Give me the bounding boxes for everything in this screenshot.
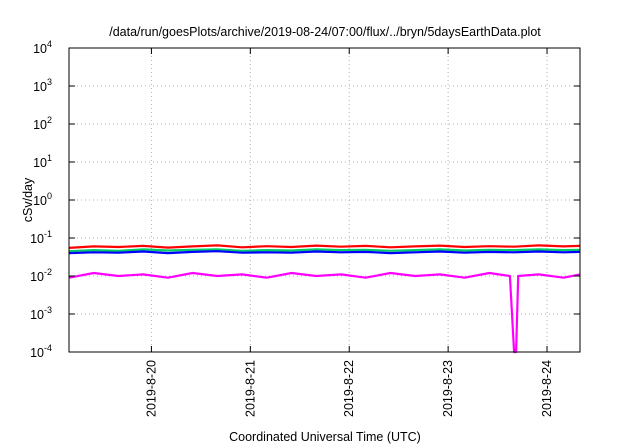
y-tick-label: 100 [33, 191, 52, 208]
y-tick-label: 10-3 [30, 305, 52, 322]
x-axis-label: Coordinated Universal Time (UTC) [229, 430, 421, 444]
x-tick-label: 2019-8-20 [144, 360, 158, 417]
y-tick-label: 101 [33, 153, 52, 170]
y-axis-label: cSv/day [21, 177, 35, 222]
series-line-1 [68, 244, 581, 249]
y-tick-label: 10-2 [30, 267, 52, 284]
y-tick-label: 103 [33, 77, 52, 94]
chart-title: /data/run/goesPlots/archive/2019-08-24/0… [109, 25, 541, 39]
y-tick-label: 10-4 [30, 343, 52, 360]
x-tick-label: 2019-8-22 [342, 360, 356, 417]
series-layer [68, 244, 581, 354]
series-line-3 [68, 250, 581, 255]
y-tick-label: 104 [33, 39, 52, 56]
y-axis: 10-4 10-3 10-2 10-1 100 101 102 103 104 [30, 39, 580, 360]
x-tick-label: 2019-8-23 [441, 360, 455, 417]
x-tick-label: 2019-8-24 [540, 360, 554, 417]
x-axis: 2019-8-20 2019-8-21 2019-8-22 2019-8-23 2019… [144, 48, 554, 417]
y-tick-label: 102 [33, 115, 52, 132]
series-line-2 [68, 248, 581, 253]
series-line-4 [68, 271, 581, 354]
x-tick-label: 2019-8-21 [243, 360, 257, 417]
grid-lines [69, 48, 580, 352]
y-tick-label: 10-1 [30, 229, 52, 246]
